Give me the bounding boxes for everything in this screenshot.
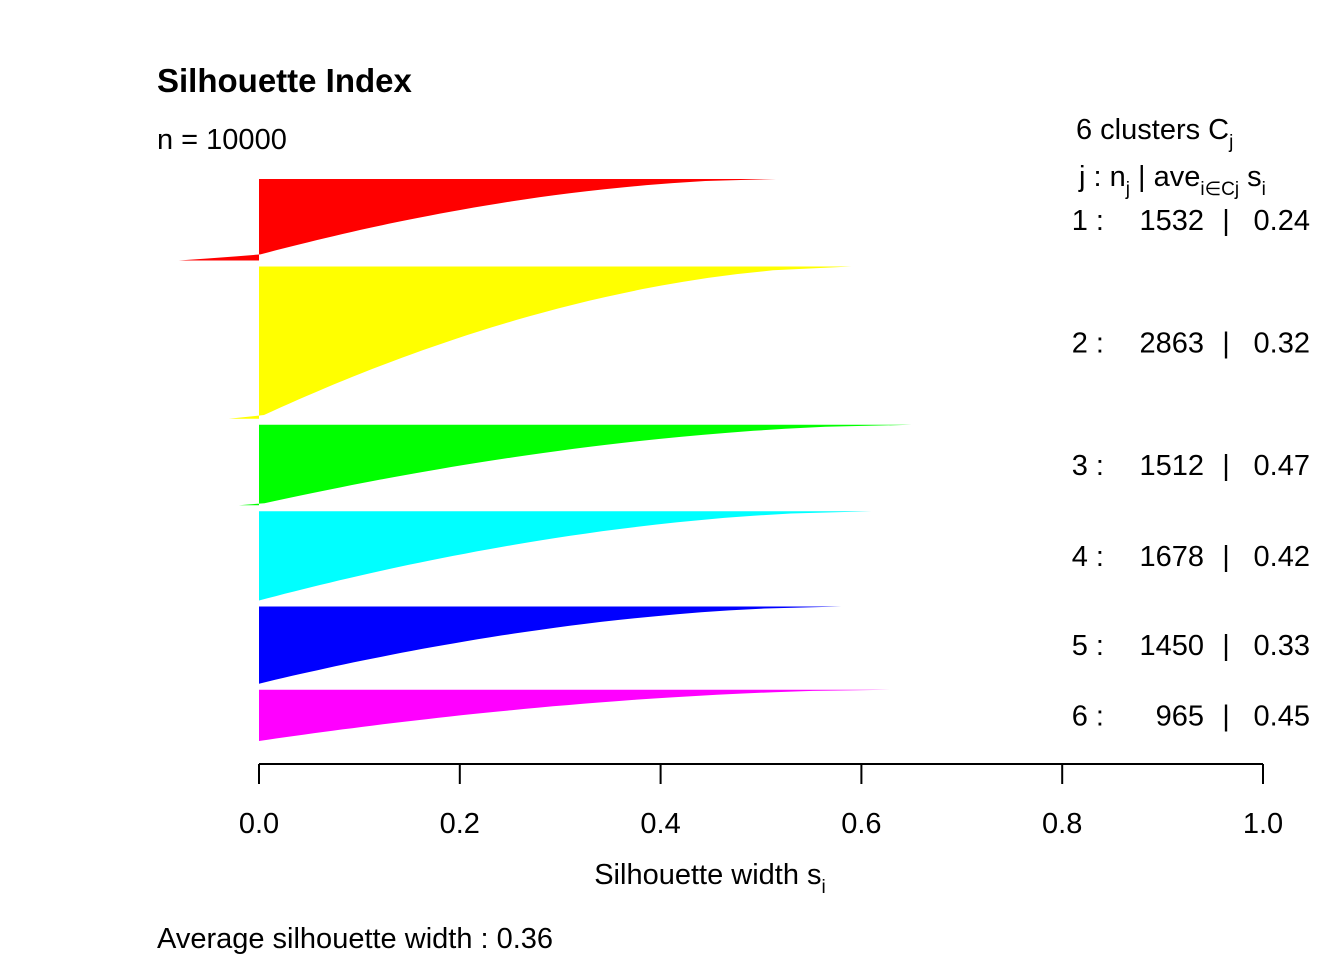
cluster-3-average: 0.47 <box>1254 450 1310 482</box>
cluster-5-separator: | <box>1222 630 1230 662</box>
x-tick-label-2: 0.4 <box>640 808 680 840</box>
cluster-4-separator: | <box>1222 541 1230 573</box>
legend-header-clusters: 6 clusters Cj <box>1076 114 1233 153</box>
silhouette-band-cluster-4 <box>259 511 872 601</box>
cluster-2-average: 0.32 <box>1254 328 1310 360</box>
cluster-4-size: 1678 <box>1139 541 1204 573</box>
cluster-5-average: 0.33 <box>1254 630 1310 662</box>
cluster-6-size: 965 <box>1156 700 1204 732</box>
silhouette-band-cluster-6 <box>259 689 897 741</box>
chart-title: Silhouette Index <box>157 62 413 99</box>
x-tick-label-4: 0.8 <box>1042 808 1082 840</box>
cluster-2-size: 2863 <box>1139 328 1204 360</box>
sample-size-label: n = 10000 <box>157 124 287 156</box>
x-tick-label-0: 0.0 <box>239 808 279 840</box>
cluster-4-average: 0.42 <box>1254 541 1310 573</box>
x-axis: 0.0 0.2 0.4 0.6 0.8 1.0 <box>239 763 1283 840</box>
silhouette-bars <box>178 179 912 741</box>
x-axis-label: Silhouette width si <box>594 859 826 898</box>
cluster-3-index: 3 : <box>1072 450 1104 482</box>
average-silhouette-label: Average silhouette width : 0.36 <box>157 923 553 955</box>
cluster-summary-rows: 1 : 1532 | 0.24 2 : 2863 | 0.32 3 : 1512 | 0.47 4 : 1… <box>1072 205 1310 733</box>
cluster-6-index: 6 : <box>1072 700 1104 732</box>
silhouette-band-cluster-3 <box>238 424 912 506</box>
cluster-5-size: 1450 <box>1139 630 1204 662</box>
cluster-5-index: 5 : <box>1072 630 1104 662</box>
cluster-4-index: 4 : <box>1072 541 1104 573</box>
cluster-6-average: 0.45 <box>1254 700 1310 732</box>
cluster-1-index: 1 : <box>1072 205 1104 237</box>
cluster-1-separator: | <box>1222 205 1230 237</box>
cluster-3-separator: | <box>1222 450 1230 482</box>
cluster-1-average: 0.24 <box>1254 205 1310 237</box>
cluster-6-separator: | <box>1222 700 1230 732</box>
legend-header: 6 clusters Cj j : nj | avei∈Cj si <box>1076 114 1266 200</box>
cluster-3-size: 1512 <box>1139 450 1204 482</box>
x-tick-label-3: 0.6 <box>841 808 881 840</box>
silhouette-band-cluster-1 <box>178 179 777 261</box>
cluster-2-separator: | <box>1222 328 1230 360</box>
x-tick-label-1: 0.2 <box>440 808 480 840</box>
silhouette-band-cluster-5 <box>259 606 842 684</box>
silhouette-band-cluster-2 <box>228 266 852 419</box>
legend-header-columns: j : nj | avei∈Cj si <box>1078 161 1266 200</box>
x-tick-label-5: 1.0 <box>1243 808 1283 840</box>
cluster-2-index: 2 : <box>1072 328 1104 360</box>
cluster-1-size: 1532 <box>1139 205 1204 237</box>
